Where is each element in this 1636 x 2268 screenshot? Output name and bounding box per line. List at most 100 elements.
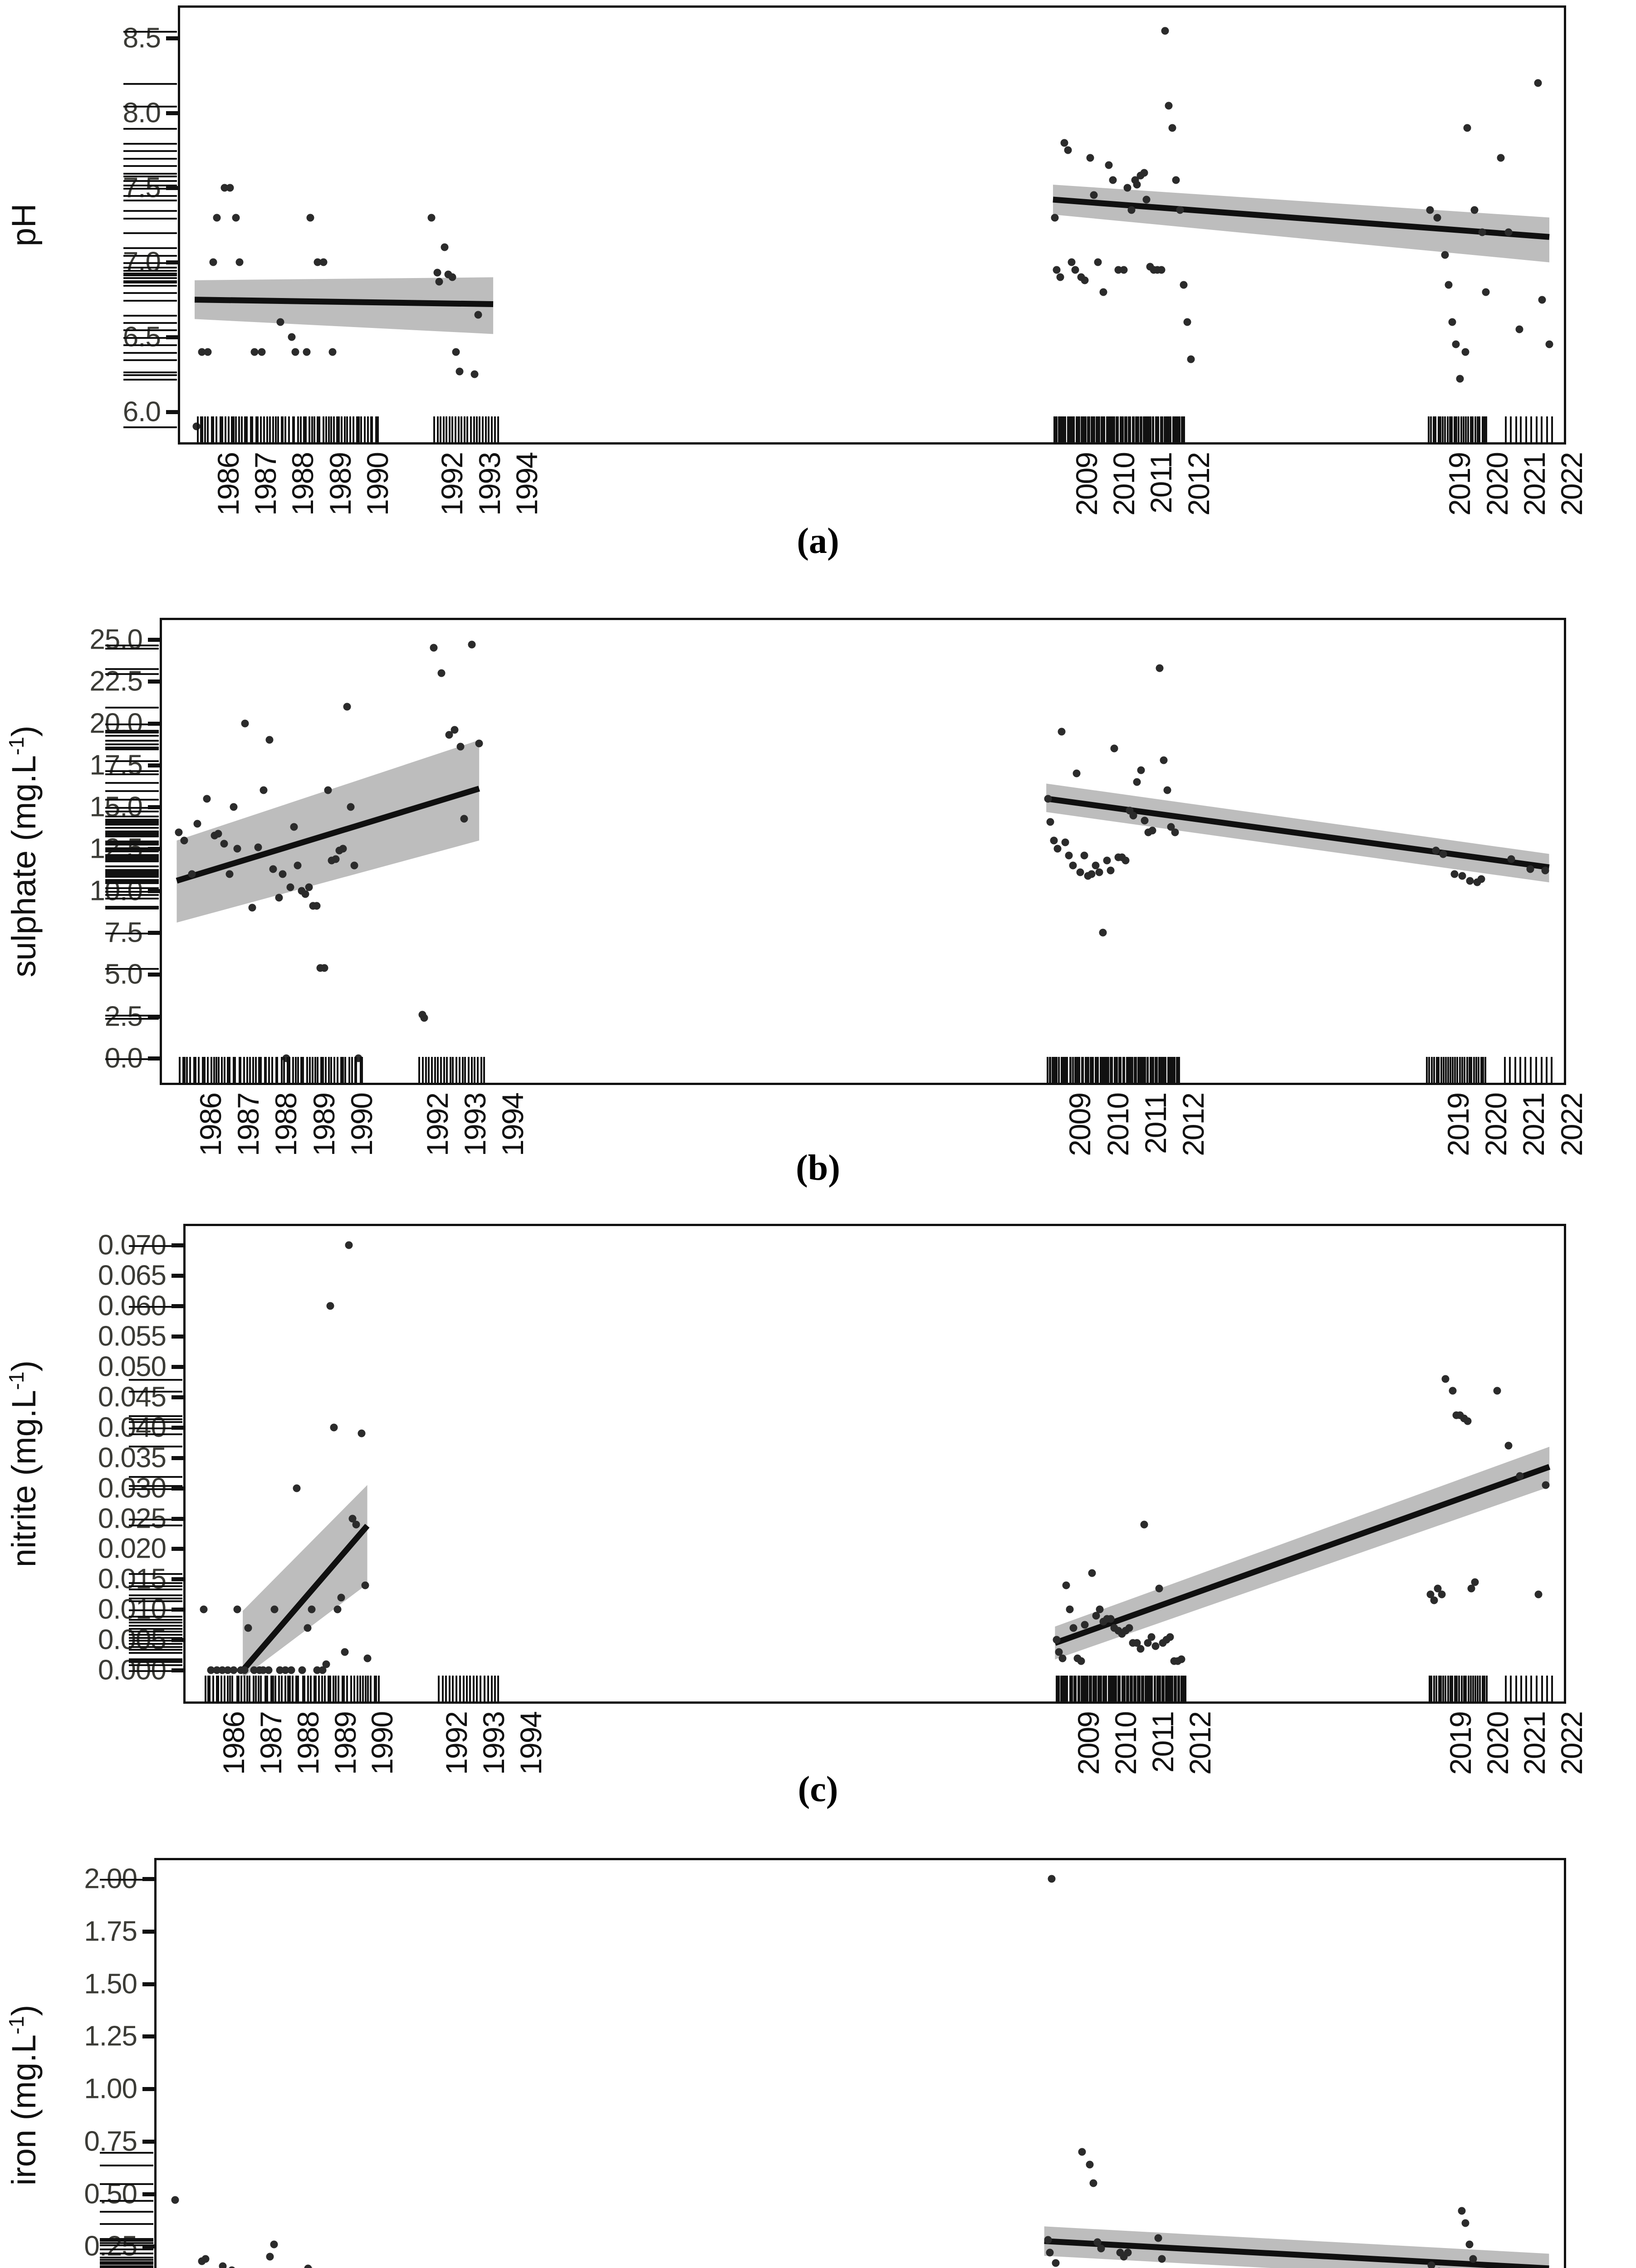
- x-rug-mark: [1428, 416, 1430, 443]
- x-rug-mark: [336, 416, 338, 443]
- y-rug-mark: [123, 273, 177, 275]
- x-rug-mark: [1171, 1057, 1173, 1083]
- x-rug-mark: [1060, 1676, 1062, 1702]
- x-rug-mark: [445, 1676, 447, 1702]
- x-rug-mark: [204, 416, 206, 443]
- x-rug-mark: [1176, 1057, 1178, 1083]
- x-rug-mark: [1093, 416, 1096, 443]
- y-rug-mark: [129, 1670, 182, 1672]
- y-rug-mark: [129, 1488, 182, 1490]
- y-rug-mark: [105, 869, 159, 871]
- data-point: [1461, 348, 1469, 356]
- x-rug-mark: [204, 1676, 206, 1702]
- x-rug-mark: [1121, 1676, 1123, 1702]
- x-rug-mark: [1184, 1676, 1186, 1702]
- x-rug-mark: [333, 1057, 336, 1083]
- x-rug-mark: [203, 1057, 206, 1083]
- y-rug-mark: [123, 247, 177, 249]
- data-point: [230, 1666, 238, 1674]
- y-rug-mark: [123, 195, 177, 197]
- x-rug-mark: [282, 416, 284, 443]
- x-rug-mark: [1064, 416, 1067, 443]
- x-rug-mark: [1452, 1057, 1454, 1083]
- x-rug-mark: [306, 1057, 309, 1083]
- y-rug-mark: [129, 1585, 182, 1587]
- x-rug-mark: [1071, 1676, 1073, 1702]
- y-rug-mark: [105, 882, 159, 885]
- x-rug-mark: [1058, 416, 1060, 443]
- data-point: [1086, 2160, 1094, 2169]
- x-rug-mark: [1551, 1676, 1553, 1702]
- y-rug-mark: [105, 723, 159, 725]
- x-rug-mark: [1115, 1676, 1117, 1702]
- data-point: [279, 870, 287, 878]
- data-point: [320, 964, 328, 972]
- x-rug-mark: [1094, 1057, 1097, 1083]
- x-rug-mark: [332, 1676, 334, 1702]
- y-tick-mark: [166, 410, 178, 414]
- x-rug-mark: [1105, 1676, 1107, 1702]
- y-rug-mark: [129, 1582, 182, 1584]
- y-rug-mark: [129, 1615, 182, 1618]
- data-point: [1430, 1596, 1438, 1604]
- x-rug-mark: [1126, 1057, 1128, 1083]
- data-point: [1456, 375, 1464, 383]
- x-rug-mark: [1540, 1057, 1543, 1083]
- x-rug-mark: [1509, 416, 1512, 443]
- x-rug-mark: [264, 1057, 266, 1083]
- data-point: [1154, 2234, 1162, 2242]
- x-rug-mark: [255, 1057, 257, 1083]
- data-point: [1450, 870, 1459, 878]
- y-rug-mark: [100, 2263, 153, 2265]
- data-point: [1427, 2261, 1435, 2268]
- data-point: [171, 2196, 179, 2204]
- x-rug-mark: [1436, 1057, 1438, 1083]
- x-rug-mark: [1081, 416, 1083, 443]
- x-rug-mark: [474, 1057, 475, 1083]
- x-rug-mark: [207, 1057, 209, 1083]
- x-rug-mark: [464, 1057, 466, 1083]
- x-rug-mark: [1447, 1057, 1450, 1083]
- data-point: [308, 1605, 316, 1613]
- x-rug-mark: [238, 1057, 240, 1083]
- x-rug-mark: [476, 416, 478, 443]
- y-rug-mark: [123, 292, 177, 294]
- x-rug-mark: [1458, 416, 1460, 443]
- y-rug-mark: [105, 842, 159, 844]
- x-rug-mark: [243, 1057, 245, 1083]
- data-point: [1081, 1621, 1089, 1629]
- x-rug-mark: [1105, 1057, 1107, 1083]
- data-point: [345, 1241, 353, 1249]
- data-point: [1099, 929, 1107, 937]
- data-point: [1166, 1633, 1174, 1641]
- x-rug-mark: [211, 416, 213, 443]
- x-rug-mark: [325, 416, 327, 443]
- data-point: [1133, 778, 1141, 786]
- y-rug-mark: [129, 1609, 182, 1612]
- data-point: [1504, 228, 1512, 236]
- x-rug-mark: [1486, 1676, 1488, 1702]
- y-tick-mark: [148, 637, 160, 642]
- x-rug-mark: [335, 1676, 337, 1702]
- x-rug-mark: [1474, 1676, 1477, 1702]
- data-point: [1061, 838, 1069, 846]
- y-rug-mark: [100, 2265, 153, 2267]
- x-rug-mark: [1137, 1057, 1140, 1083]
- data-point: [456, 743, 464, 751]
- data-point: [1097, 2244, 1105, 2253]
- x-rug-mark: [1159, 1676, 1161, 1702]
- data-point: [1180, 281, 1188, 289]
- x-rug-mark: [1440, 1676, 1442, 1702]
- x-rug-mark: [318, 1676, 320, 1702]
- y-tick-label: 22.5: [89, 665, 143, 697]
- x-rug-mark: [246, 1676, 248, 1702]
- x-rug-mark: [302, 1057, 304, 1083]
- data-point: [294, 861, 302, 870]
- data-point: [1076, 868, 1084, 876]
- x-rug-mark: [238, 416, 240, 443]
- y-rug-mark: [100, 2200, 153, 2202]
- x-rug-mark: [1100, 1057, 1102, 1083]
- x-rug-mark: [244, 1676, 246, 1702]
- x-rug-mark: [303, 416, 305, 443]
